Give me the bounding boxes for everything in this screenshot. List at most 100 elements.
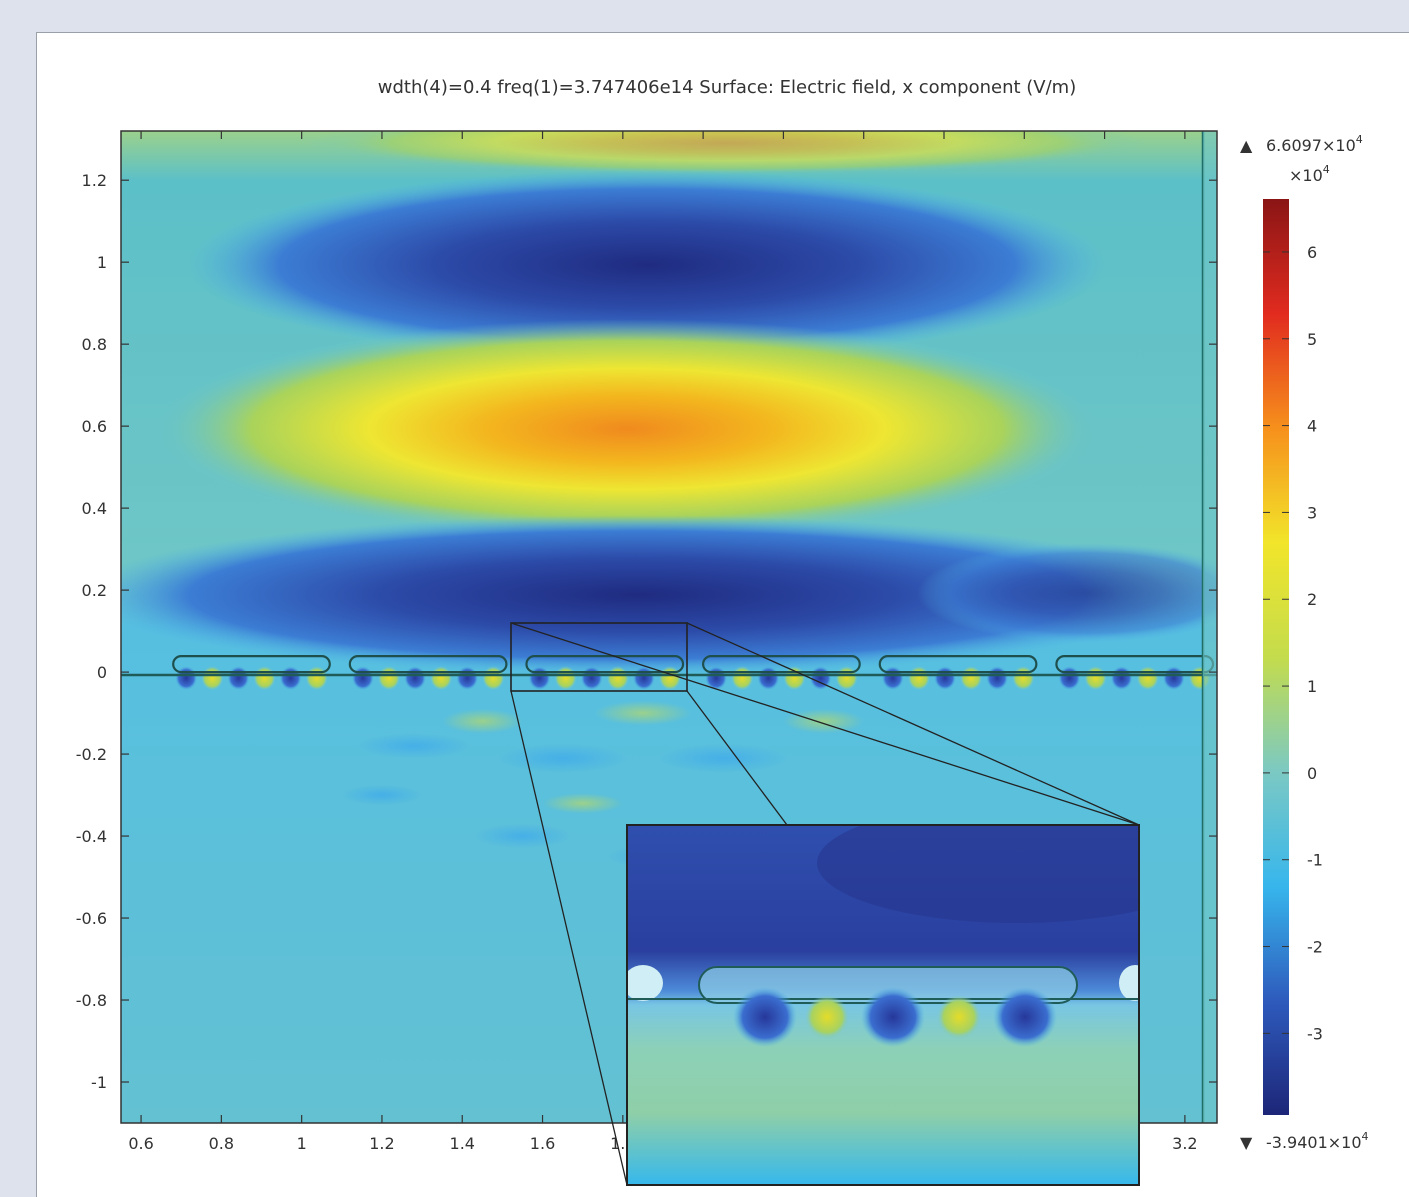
field-dot-positive xyxy=(960,666,983,691)
metal-strip xyxy=(878,654,1038,674)
field-dot-positive xyxy=(731,666,754,691)
y-tick-label: 1 xyxy=(97,253,107,272)
field-dot-positive xyxy=(907,666,930,691)
field-ripple xyxy=(658,743,788,773)
chart-title: wdth(4)=0.4 freq(1)=3.747406e14 Surface:… xyxy=(378,77,1077,98)
field-ripple xyxy=(341,784,423,806)
field-dot-positive xyxy=(659,666,682,691)
field-dot-positive xyxy=(253,666,276,691)
field-dot-positive xyxy=(1084,666,1107,691)
colorbar-tick-label: -3 xyxy=(1307,1024,1323,1043)
colorbar-tick-label: -2 xyxy=(1307,938,1323,957)
y-tick-label: -1 xyxy=(91,1073,107,1092)
y-tick-label: -0.6 xyxy=(76,909,107,928)
inset-dot-negative xyxy=(993,987,1057,1047)
field-dot-positive xyxy=(835,666,858,691)
colorbar-max-label: 6.6097×104 xyxy=(1266,133,1363,155)
field-dot-negative xyxy=(456,666,479,691)
colorbar-scale-label: ×104 xyxy=(1289,163,1330,185)
figure-panel: wdth(4)=0.4 freq(1)=3.747406e14 Surface:… xyxy=(36,32,1409,1197)
colorbar-tick-label: 4 xyxy=(1307,417,1317,436)
field-dot-negative xyxy=(986,666,1009,691)
x-tick-label: 0.6 xyxy=(128,1134,153,1153)
metal-strip xyxy=(525,654,685,674)
field-dot-negative xyxy=(404,666,427,691)
x-tick-label: 3.2 xyxy=(1172,1134,1197,1153)
colorbar-tick-label: 1 xyxy=(1307,677,1317,696)
colorbar-ticks: 6 5 4 3 2 1 0 -1 -2 -3 xyxy=(1263,243,1323,1043)
field-dot-negative xyxy=(1058,666,1081,691)
field-ripple xyxy=(442,708,523,734)
field-dot-positive xyxy=(783,666,806,691)
field-dot-positive xyxy=(554,666,577,691)
colorbar-tick-label: -1 xyxy=(1307,851,1323,870)
zoom-box xyxy=(510,622,688,692)
metal-strips xyxy=(172,654,1215,674)
colorbar-min-marker: ▼ xyxy=(1240,1133,1253,1152)
right-margin-strip xyxy=(1203,131,1217,1123)
field-dot-positive xyxy=(482,666,505,691)
negative-lobe-lower xyxy=(121,515,1197,675)
field-ripple xyxy=(474,823,571,849)
field-dot-positive xyxy=(1136,666,1159,691)
field-dot-negative xyxy=(1162,666,1185,691)
inset-dot-negative xyxy=(861,987,925,1047)
field-ripple xyxy=(783,708,864,734)
y-tick-label: 1.2 xyxy=(82,171,107,190)
colorbar-min-label: -3.9401×104 xyxy=(1266,1130,1369,1152)
colorbar-tick-label: 3 xyxy=(1307,503,1317,522)
field-dot-negative xyxy=(881,666,904,691)
plot-canvas: wdth(4)=0.4 freq(1)=3.747406e14 Surface:… xyxy=(76,77,1369,1186)
x-tick-label: 1.2 xyxy=(369,1134,394,1153)
field-dot-positive xyxy=(201,666,224,691)
field-dot-negative xyxy=(227,666,250,691)
field-ripple xyxy=(542,793,623,814)
y-axis: 1.2 1 0.8 0.6 0.4 0.2 0 -0.2 -0.4 -0.6 -0.8 -1 xyxy=(76,171,1217,1092)
y-tick-label: -0.2 xyxy=(76,745,107,764)
colorbar-gradient xyxy=(1263,199,1289,1115)
inset-edge-right xyxy=(1119,965,1139,1001)
inset-dot-positive xyxy=(805,995,849,1039)
positive-lobe xyxy=(157,319,1097,539)
colorbar: ▲ 6.6097×104 ×104 6 5 4 3 2 1 0 -1 -2 -3 ▼ -3.940… xyxy=(1240,133,1369,1152)
colorbar-tick-label: 6 xyxy=(1307,243,1317,262)
colorbar-tick-label: 2 xyxy=(1307,590,1317,609)
field-dot-negative xyxy=(632,666,655,691)
field-ripple xyxy=(357,733,471,759)
colorbar-tick-label: 5 xyxy=(1307,330,1317,349)
zoom-inset xyxy=(626,824,1140,1186)
field-ripple xyxy=(498,743,627,773)
colorbar-max-marker: ▲ xyxy=(1240,136,1253,155)
colorbar-tick-label: 0 xyxy=(1307,764,1317,783)
field-dot-negative xyxy=(580,666,603,691)
field-dot-negative xyxy=(1110,666,1133,691)
top-positive-band xyxy=(307,131,1147,175)
field-dot-negative xyxy=(351,666,374,691)
x-tick-label: 1.4 xyxy=(450,1134,475,1153)
field-dot-positive xyxy=(1012,666,1035,691)
field-dot-positive xyxy=(430,666,453,691)
inset-dot-negative xyxy=(733,987,797,1047)
x-tick-label: 0.8 xyxy=(209,1134,234,1153)
field-ripple xyxy=(594,700,692,726)
field-dot-negative xyxy=(175,666,198,691)
inset-dot-positive xyxy=(937,995,981,1039)
x-tick-label: 1 xyxy=(297,1134,307,1153)
inset-strip xyxy=(699,967,1077,1003)
metal-strip xyxy=(348,654,508,674)
field-dot-negative xyxy=(757,666,780,691)
y-tick-label: 0 xyxy=(97,663,107,682)
field-dot-positive xyxy=(377,666,400,691)
inset-dark-patch xyxy=(817,825,1139,923)
zoom-connectors xyxy=(510,622,1140,1186)
y-tick-label: 0.4 xyxy=(82,499,107,518)
negative-lobe-upper xyxy=(187,170,1107,360)
inset-dots xyxy=(733,987,1057,1047)
x-tick-label: 1.6 xyxy=(530,1134,555,1153)
field-dot-positive xyxy=(606,666,629,691)
y-tick-label: 0.6 xyxy=(82,417,107,436)
field-dot-negative xyxy=(934,666,957,691)
inset-frame xyxy=(626,824,1140,1186)
metal-strip xyxy=(702,654,861,674)
inset-edge-left xyxy=(627,965,663,1001)
